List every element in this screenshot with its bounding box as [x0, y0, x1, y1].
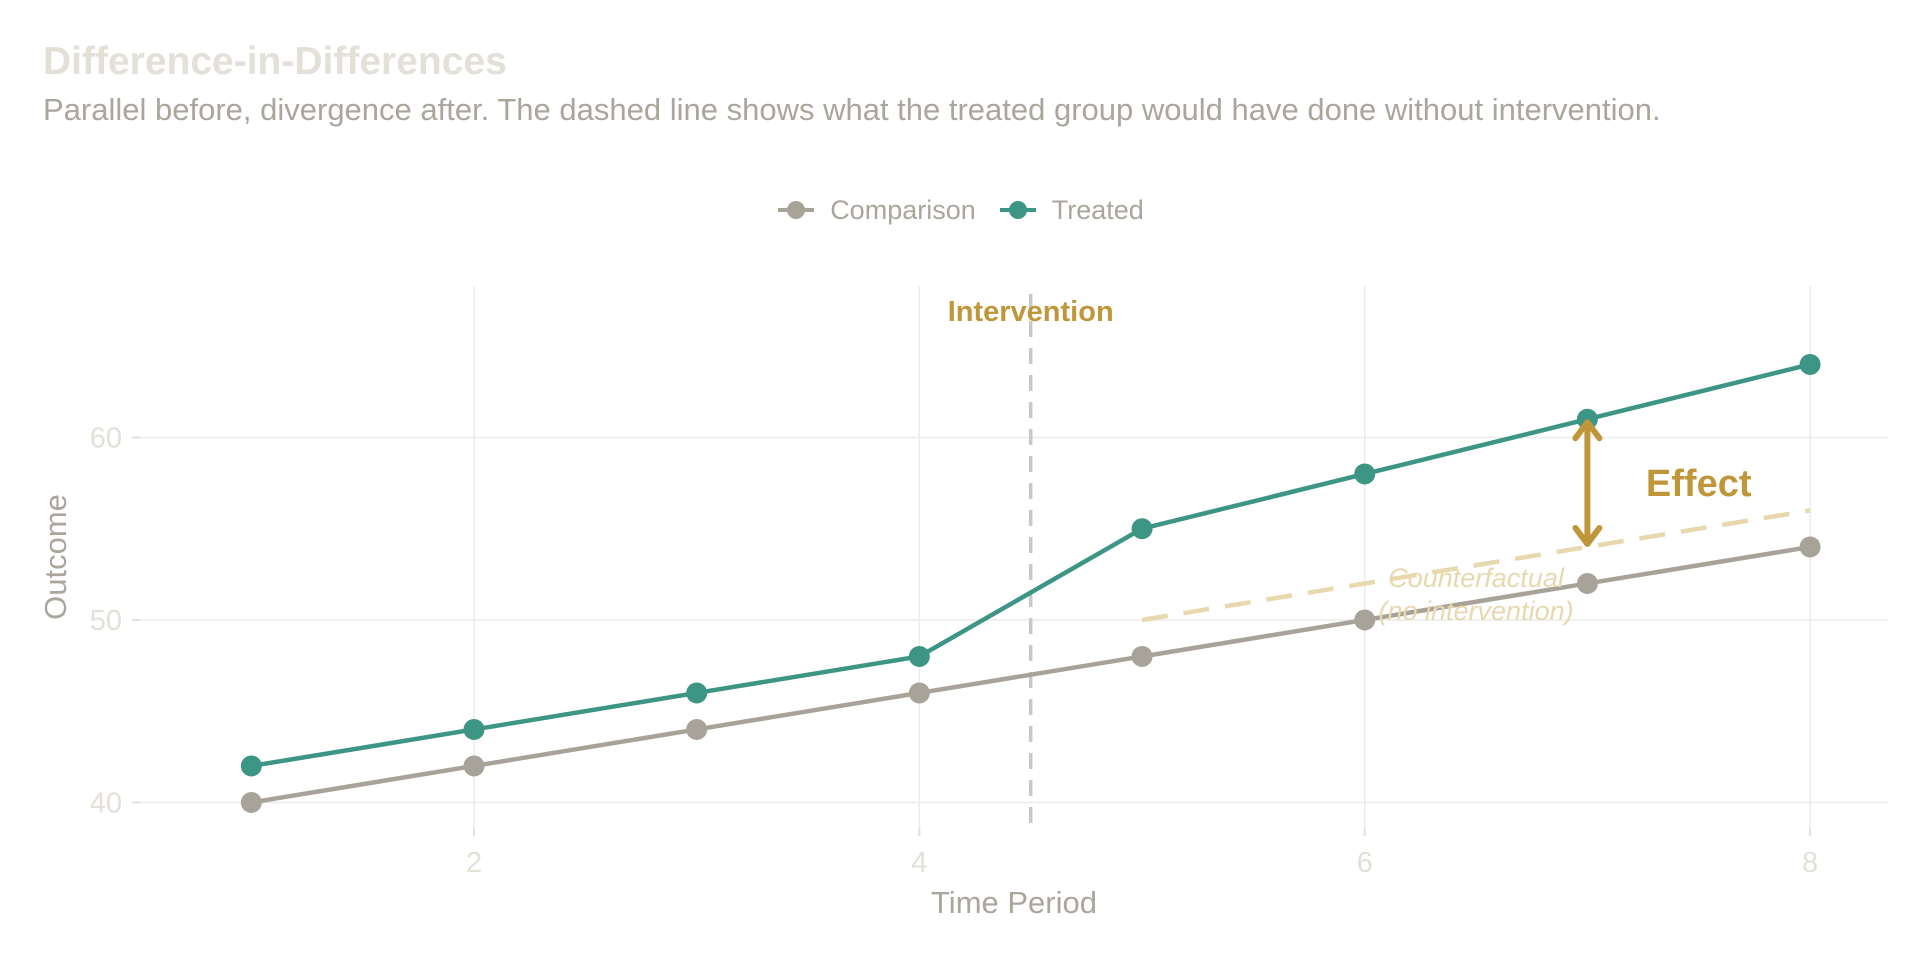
data-point-comparison: [463, 755, 485, 777]
data-point-comparison: [686, 718, 708, 740]
data-point-treated: [240, 755, 262, 777]
legend-label-comparison: Comparison: [830, 194, 976, 225]
series-line-comparison: [250, 544, 1811, 805]
effect-label: Effect: [1646, 463, 1752, 505]
counterfactual-label-line2: (no intervention): [1378, 596, 1573, 626]
y-tick-label: 60: [90, 422, 122, 454]
data-point-comparison: [1354, 609, 1376, 631]
data-point-comparison: [240, 791, 262, 813]
y-axis-title: Outcome: [38, 494, 73, 620]
data-point-comparison: [1576, 572, 1598, 594]
data-point-treated: [1131, 518, 1153, 540]
legend-item-comparison[interactable]: Comparison: [776, 195, 976, 226]
data-point-comparison: [1799, 536, 1821, 558]
legend-item-treated[interactable]: Treated: [998, 195, 1144, 226]
effect-arrow-head-top: [1572, 419, 1603, 442]
x-tick-label: 2: [466, 847, 482, 879]
legend-label-treated: Treated: [1051, 194, 1144, 225]
counterfactual-line: [1141, 508, 1811, 623]
x-tick-label: 6: [1357, 847, 1373, 879]
legend-key-treated-icon: [999, 201, 1036, 219]
legend: Comparison Treated: [0, 190, 1920, 230]
legend-key-comparison-icon: [778, 201, 815, 219]
data-point-treated: [463, 718, 485, 740]
series-line-treated: [250, 362, 1811, 769]
intervention-label: Intervention: [948, 296, 1114, 328]
y-tick-label: 40: [90, 787, 122, 819]
x-axis-title: Time Period: [931, 885, 1097, 920]
data-point-treated: [1799, 353, 1821, 375]
data-point-treated: [908, 645, 930, 667]
effect-arrow-head-bottom: [1572, 524, 1603, 547]
counterfactual-label-line1: Counterfactual: [1388, 563, 1565, 593]
data-point-comparison: [1131, 645, 1153, 667]
data-point-treated: [1354, 463, 1376, 485]
x-tick-label: 4: [911, 847, 927, 879]
data-point-treated: [686, 682, 708, 704]
x-tick-label: 8: [1802, 847, 1818, 879]
y-tick-label: 50: [90, 605, 122, 637]
chart-subtitle: Parallel before, divergence after. The d…: [43, 92, 1661, 127]
chart-title: Difference-in-Differences: [43, 40, 507, 83]
data-point-comparison: [908, 682, 930, 704]
